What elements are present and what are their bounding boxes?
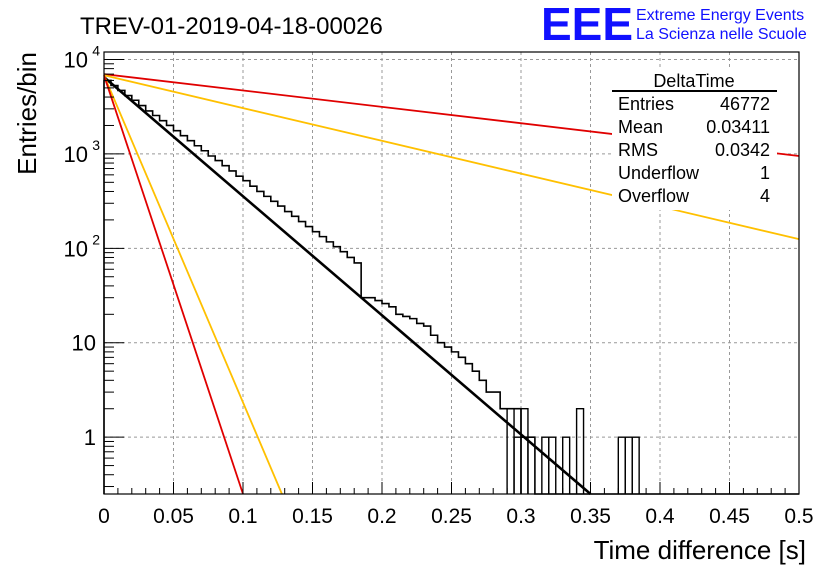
y-tick-exponent: 4 bbox=[92, 42, 100, 58]
logo-subtitle-1: Extreme Energy Events bbox=[636, 7, 804, 24]
stats-label-underflow: Underflow bbox=[618, 163, 700, 183]
stats-value-rms: 0.0342 bbox=[715, 140, 770, 160]
x-tick-label: 0.45 bbox=[709, 505, 750, 528]
x-tick-label: 0 bbox=[98, 505, 110, 528]
x-axis-title: Time difference [s] bbox=[594, 535, 806, 565]
stats-label-mean: Mean bbox=[618, 117, 663, 137]
x-tick-label: 0.5 bbox=[784, 505, 813, 528]
x-axis: 0 0.05 0.1 0.15 0.2 0.25 0.3 0.35 0.4 0.45 0.5 bbox=[98, 482, 814, 528]
histogram-tail-bin bbox=[631, 436, 640, 494]
stats-label-rms: RMS bbox=[618, 140, 658, 160]
y-tick-label: 10 bbox=[64, 47, 88, 72]
x-tick-label: 0.15 bbox=[292, 505, 333, 528]
x-tick-label: 0.05 bbox=[153, 505, 194, 528]
stats-value-overflow: 4 bbox=[760, 186, 770, 206]
x-tick-label: 0.25 bbox=[431, 505, 472, 528]
stats-value-mean: 0.03411 bbox=[706, 117, 770, 137]
x-tick-label: 0.35 bbox=[570, 505, 611, 528]
stats-value-underflow: 1 bbox=[760, 163, 770, 183]
x-tick-label: 0.1 bbox=[228, 505, 257, 528]
stats-label-entries: Entries bbox=[618, 94, 674, 114]
series-line-3 bbox=[103, 74, 283, 495]
y-axis-title: Entries/bin bbox=[12, 52, 42, 175]
x-tick-label: 0.3 bbox=[506, 505, 535, 528]
y-tick-label: 10 bbox=[64, 142, 88, 167]
y-tick-exponent: 3 bbox=[92, 137, 100, 153]
series-line-2 bbox=[103, 74, 800, 241]
stats-label-overflow: Overflow bbox=[618, 186, 690, 206]
histogram-tail-bin bbox=[562, 436, 571, 494]
eee-logo: EEE bbox=[541, 0, 633, 50]
run-title: TREV-01-2019-04-18-00026 bbox=[80, 13, 383, 40]
stats-value-entries: 46772 bbox=[720, 94, 770, 114]
stats-box-background bbox=[612, 70, 777, 210]
stats-box-title: DeltaTime bbox=[653, 71, 734, 91]
histogram-tail-bin bbox=[520, 408, 529, 494]
x-tick-label: 0.4 bbox=[645, 505, 675, 528]
x-tick-label: 0.2 bbox=[367, 505, 396, 528]
logo-subtitle-2: La Scienza nelle Scuole bbox=[636, 26, 807, 43]
y-tick-label: 1 bbox=[84, 425, 96, 450]
y-tick-label: 10 bbox=[72, 331, 96, 356]
y-tick-label: 10 bbox=[64, 236, 88, 261]
histogram-tail-bin bbox=[575, 408, 585, 494]
series-line-4 bbox=[103, 75, 244, 495]
series-line-0 bbox=[103, 76, 592, 495]
stats-box: DeltaTime Entries 46772 Mean 0.03411 RMS… bbox=[612, 70, 777, 210]
y-tick-exponent: 2 bbox=[92, 231, 100, 247]
